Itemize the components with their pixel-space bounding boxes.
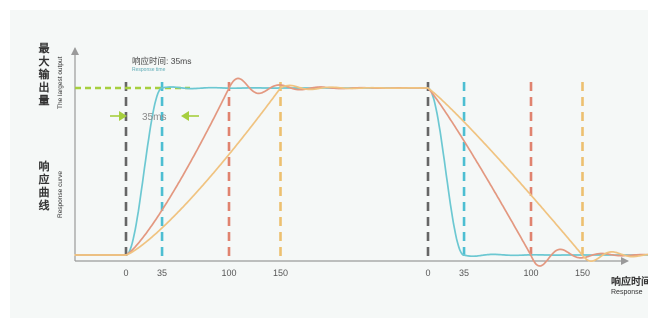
tick-label-rise-0: 0 xyxy=(123,268,128,278)
curve-label-en: Response curve xyxy=(57,171,64,218)
tick-label-rise-35: 35 xyxy=(157,268,167,278)
interval-arrows xyxy=(110,111,199,121)
y-axis-label-char: 最 xyxy=(39,42,51,55)
tick-label-rise-100: 100 xyxy=(221,268,236,278)
y-axis-label-en: The largest output xyxy=(57,56,64,109)
curve-label-cn: 响 应 曲 线 xyxy=(39,159,50,212)
annotation-title: 响应时间: 35ms xyxy=(132,56,192,66)
x-axis-label-en: Response xyxy=(611,289,643,296)
curve-150ms xyxy=(74,84,648,262)
annotation-subtitle: Response time xyxy=(132,67,166,73)
curve-label-char: 线 xyxy=(39,198,50,212)
interval-label: 35ms xyxy=(142,112,166,123)
y-axis-label-char: 量 xyxy=(39,94,50,107)
curve-100ms xyxy=(74,77,648,267)
curve-label-char: 应 xyxy=(39,172,50,186)
interval-arrow-right-head xyxy=(181,111,189,121)
y-axis-label-char: 出 xyxy=(39,80,50,94)
x-tick-labels: 0 35 100 150 0 35 100 150 xyxy=(123,268,590,278)
interval-arrow-left-head xyxy=(119,111,127,121)
tick-label-fall-0: 0 xyxy=(425,268,430,278)
curve-label-char: 响 xyxy=(39,159,50,173)
tick-label-fall-150: 150 xyxy=(575,268,590,278)
tick-label-rise-150: 150 xyxy=(273,268,288,278)
y-axis-label-char: 输 xyxy=(39,67,51,81)
marker-lines xyxy=(124,82,584,259)
curve-label-char: 曲 xyxy=(39,185,50,199)
tick-label-fall-100: 100 xyxy=(523,268,538,278)
x-axis-label-cn: 响应时间 xyxy=(611,275,648,288)
response-curves xyxy=(74,77,648,267)
y-axis-label-cn: 最 大 输 出 量 xyxy=(39,42,51,107)
y-axis-label-char: 大 xyxy=(39,54,50,68)
chart-panel xyxy=(10,10,648,318)
tick-label-fall-35: 35 xyxy=(459,268,469,278)
